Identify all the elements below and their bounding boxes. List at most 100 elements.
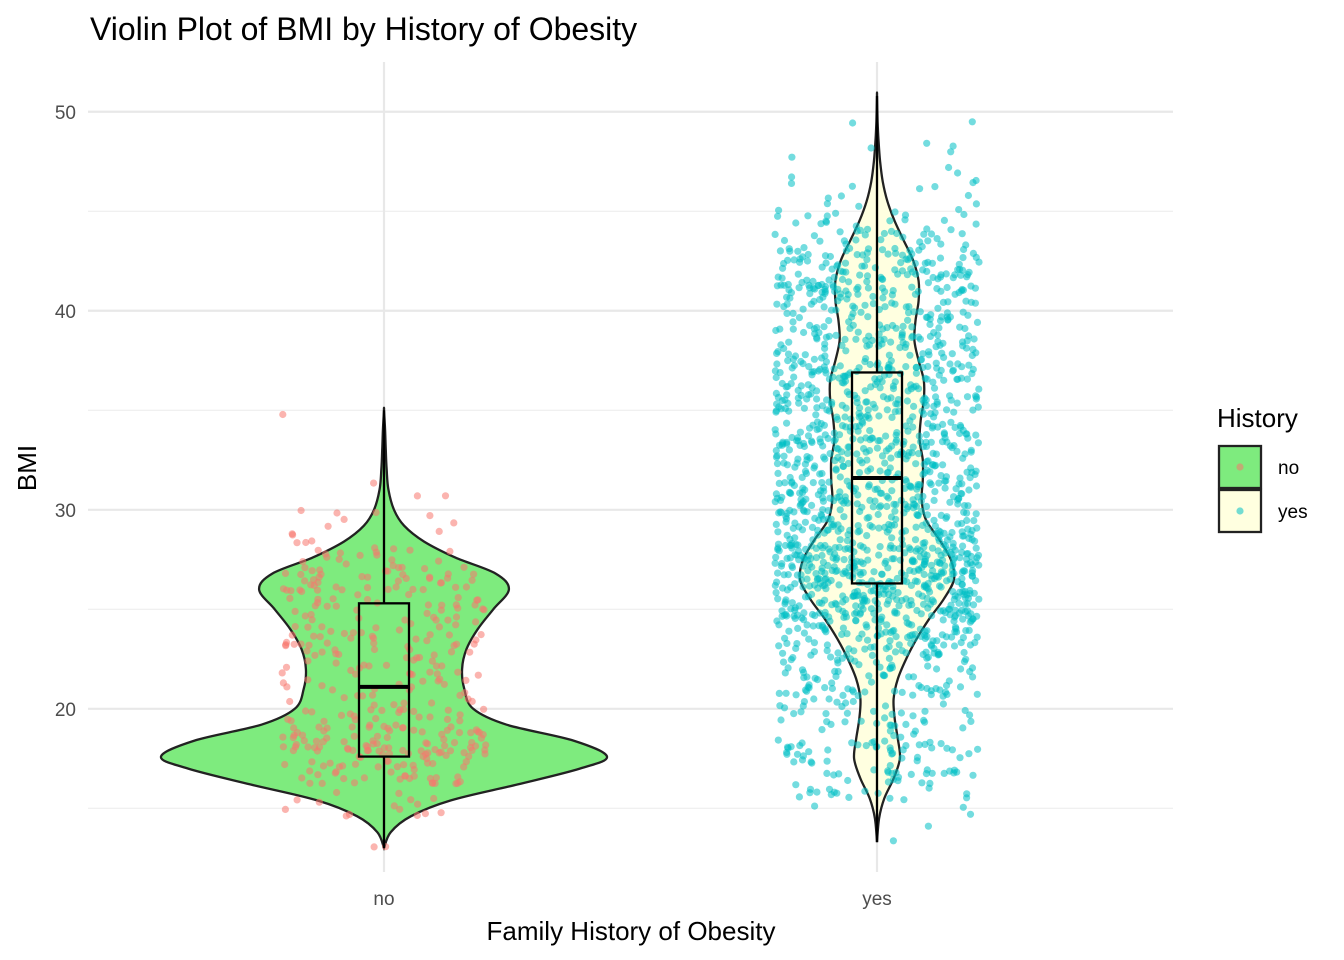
data-point-yes [838,422,847,430]
data-point-yes [783,639,791,648]
data-point-yes [972,200,981,208]
data-point-yes [881,702,890,710]
data-point-yes [890,500,898,508]
legend-label-no: no [1278,458,1299,479]
data-point-yes [842,613,851,621]
data-point-yes [777,508,785,517]
data-point-no [314,771,322,779]
data-point-yes [805,363,813,371]
data-point-yes [911,259,919,268]
data-point-yes [974,439,983,447]
data-point-no [313,747,321,755]
data-point-yes [880,229,889,238]
data-point-no [401,772,409,780]
data-point-yes [883,406,891,414]
data-point-yes [955,480,963,488]
data-point-yes [832,465,840,473]
data-point-yes [906,545,915,554]
data-point-no [340,775,348,783]
data-point-yes [959,254,967,262]
data-point-yes [973,633,981,641]
data-point-no [293,796,301,804]
data-point-no [442,751,450,760]
data-point-yes [936,559,944,568]
data-point-yes [943,690,951,699]
data-point-yes [842,699,850,707]
data-point-yes [964,191,973,200]
data-point-yes [898,688,906,697]
data-point-yes [951,612,960,620]
data-point-yes [972,220,980,228]
data-point-yes [870,568,878,576]
data-point-no [410,707,418,716]
data-point-yes [916,185,924,193]
data-point-yes [888,487,896,495]
data-point-no [305,641,313,649]
legend-point-yes [1236,507,1244,515]
data-point-no [339,762,347,770]
data-point-yes [783,309,791,317]
data-point-yes [845,645,853,653]
data-point-yes [813,395,821,403]
data-point-no [323,639,331,647]
data-point-yes [848,686,857,694]
data-point-yes [833,415,842,424]
data-point-yes [794,386,802,394]
data-point-yes [774,595,782,603]
data-point-yes [919,363,927,372]
data-point-yes [891,607,899,616]
data-point-yes [930,496,938,504]
data-point-yes [964,612,973,620]
data-point-yes [774,544,782,552]
data-point-no [323,734,331,742]
data-point-yes [924,662,932,670]
data-point-yes [949,570,957,578]
data-point-yes [907,770,915,779]
data-point-yes [780,452,788,460]
data-point-yes [909,500,918,508]
data-point-yes [904,427,912,435]
data-point-yes [784,280,792,289]
data-point-yes [794,394,802,402]
data-point-no [363,596,372,604]
data-point-yes [854,290,862,298]
data-point-yes [950,766,959,774]
data-point-yes [921,374,929,382]
data-point-yes [824,507,832,515]
data-point-yes [825,695,833,703]
data-point-yes [799,506,808,514]
data-point-yes [928,544,937,552]
data-point-no [322,550,330,558]
data-point-yes [951,623,960,631]
data-point-yes [973,690,981,698]
data-point-yes [773,460,782,468]
data-point-yes [828,265,836,273]
data-point-yes [803,621,811,629]
data-point-yes [806,789,814,797]
data-point-no [279,743,287,751]
data-point-yes [969,345,977,353]
data-point-yes [778,397,786,405]
data-point-yes [914,565,923,573]
data-point-yes [862,398,870,406]
data-point-no [326,759,334,767]
data-point-yes [821,608,829,617]
data-point-yes [883,621,891,629]
data-point-no [388,556,396,564]
data-point-yes [951,606,960,615]
data-point-yes [943,577,951,585]
data-point-no [386,727,394,735]
data-point-yes [805,748,813,756]
data-point-yes [886,544,894,552]
data-point-no [441,742,449,750]
data-point-yes [871,404,879,412]
data-point-no [315,798,323,806]
data-point-yes [967,448,975,456]
data-point-yes [925,351,933,359]
legend-label-yes: yes [1278,502,1308,523]
data-point-yes [925,784,933,792]
data-point-yes [973,318,982,326]
data-point-no [354,591,362,599]
data-point-yes [912,369,921,377]
box-no [357,602,411,758]
